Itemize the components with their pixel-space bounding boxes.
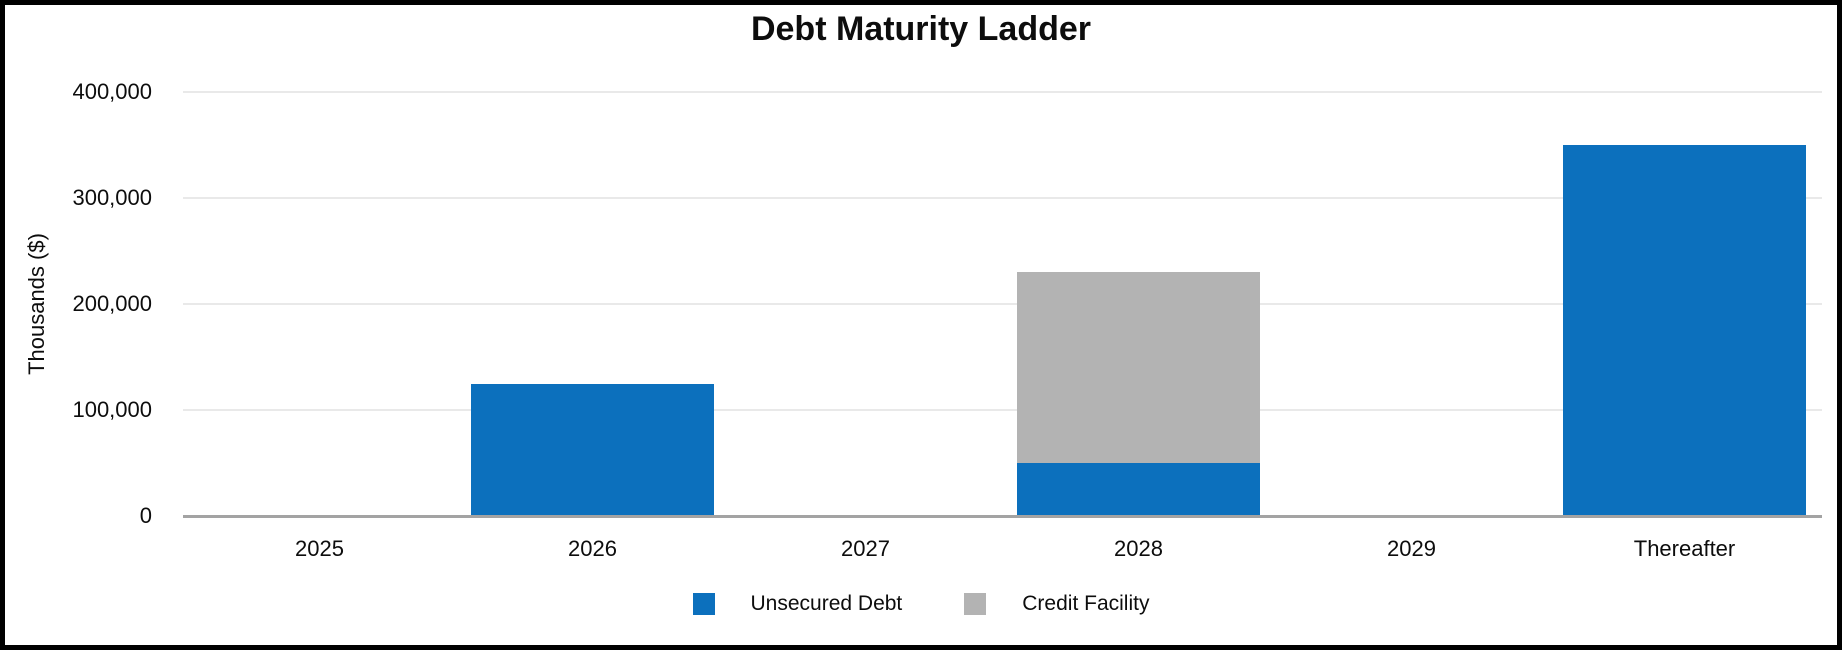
x-tick-label: 2028 [1114,536,1163,561]
gridline [183,91,1822,93]
x-tick-label: 2025 [295,536,344,561]
bar-segment-unsecured-debt [471,383,714,516]
legend-label: Credit Facility [1022,592,1150,615]
x-tick-label: 2026 [568,536,617,561]
bar-segment-credit-facility [1017,272,1260,463]
y-tick-label: 400,000 [72,79,152,104]
legend-swatch [964,593,987,615]
legend-item: Unsecured Debt [692,592,903,616]
legend: Unsecured Debt Credit Facility [0,592,1842,616]
y-tick-label: 200,000 [72,291,152,316]
gridline [183,409,1822,411]
gridline [183,303,1822,305]
gridline [183,197,1822,199]
y-tick-label: 0 [139,503,152,528]
legend-swatch [692,593,715,615]
bar-segment-unsecured-debt [1563,145,1806,516]
y-tick-label: 100,000 [72,397,152,422]
y-tick-label: 300,000 [72,185,152,210]
bar-segment-unsecured-debt [1017,463,1260,516]
chart-title: Debt Maturity Ladder [750,10,1092,48]
x-tick-label: 2027 [841,536,890,561]
legend-label: Unsecured Debt [750,592,903,615]
legend-item: Credit Facility [964,592,1149,616]
x-tick-label: Thereafter [1633,536,1736,561]
x-axis-line [183,515,1822,518]
x-tick-label: 2029 [1387,536,1436,561]
